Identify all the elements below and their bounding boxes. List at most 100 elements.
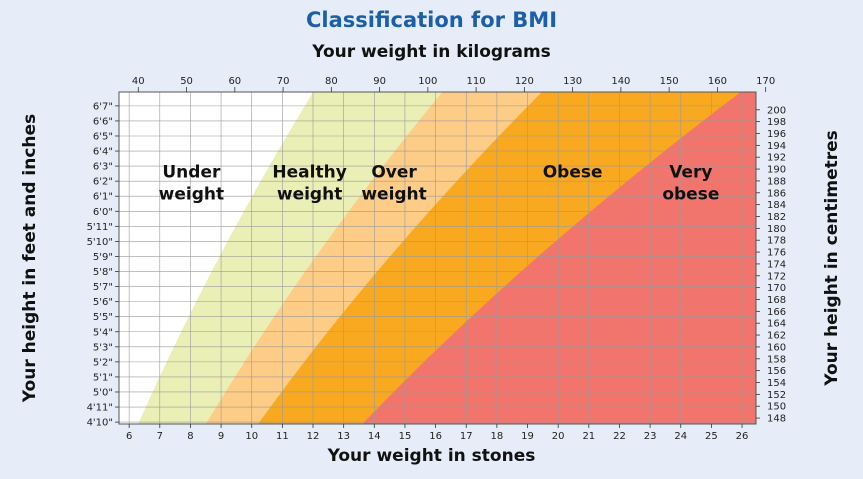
kg-tick-label: 40 (132, 76, 145, 87)
kg-tick-label: 140 (611, 76, 630, 87)
zone-very-obese (362, 92, 756, 424)
stone-tick-label: 17 (460, 431, 473, 442)
ftin-tick-label: 5'7" (93, 282, 113, 293)
stone-tick-label: 26 (736, 431, 749, 442)
ftin-tick-label: 6'4" (93, 147, 113, 158)
kg-tick-label: 80 (325, 76, 338, 87)
kg-tick-label: 100 (418, 76, 437, 87)
ftin-tick-label: 5'4" (93, 327, 113, 338)
cm-tick-label: 150 (767, 402, 786, 413)
kg-tick-label: 120 (515, 76, 534, 87)
cm-tick-label: 192 (767, 153, 786, 164)
zone-label: Under (162, 162, 221, 182)
ftin-tick-label: 4'10" (87, 418, 113, 429)
ftin-tick-label: 4'11" (87, 403, 113, 414)
cm-tick-label: 184 (767, 200, 786, 211)
cm-tick-label: 152 (767, 390, 786, 401)
axis-ticks: 40 50 60 70 80 90 100 110 120 130 140 150 160 170 6 7 8 9… (87, 76, 787, 442)
cm-tick-label: 160 (767, 342, 786, 353)
cm-tick-label: 194 (767, 141, 786, 152)
cm-tick-label: 164 (767, 319, 786, 330)
stone-tick-label: 9 (218, 431, 224, 442)
cm-tick-label: 148 (767, 414, 786, 425)
cm-tick-label: 188 (767, 176, 786, 187)
kg-tick-label: 170 (756, 76, 775, 87)
cm-tick-label: 162 (767, 331, 786, 342)
zone-label: Healthy (272, 162, 346, 182)
kg-tick-label: 90 (373, 76, 386, 87)
cm-tick-label: 156 (767, 366, 786, 377)
stone-tick-label: 7 (157, 431, 163, 442)
cm-tick-label: 154 (767, 378, 786, 389)
stone-tick-label: 10 (245, 431, 258, 442)
stone-tick-label: 14 (368, 431, 381, 442)
stone-tick-label: 25 (705, 431, 718, 442)
ftin-tick-label: 5'3" (93, 342, 113, 353)
cm-tick-label: 198 (767, 117, 786, 128)
bmi-zones (119, 92, 756, 424)
zone-label: weight (361, 184, 426, 204)
ftin-tick-label: 5'6" (93, 297, 113, 308)
plot-border (118, 91, 757, 425)
stone-tick-label: 16 (429, 431, 442, 442)
ftin-tick-label: 5'2" (93, 357, 113, 368)
stone-tick-label: 6 (126, 431, 132, 442)
cm-tick-label: 178 (767, 236, 786, 247)
stone-tick-label: 12 (307, 431, 320, 442)
plot-frame (118, 91, 757, 425)
cm-tick-label: 166 (767, 307, 786, 318)
cm-tick-label: 200 (767, 105, 786, 116)
zone-label: Very (669, 162, 712, 182)
bottom-axis-label: Your weight in stones (327, 446, 536, 466)
zone-label: Obese (543, 162, 603, 182)
chart-title: Classification for BMI (305, 8, 558, 32)
ftin-tick-label: 6'0" (93, 207, 113, 218)
ftin-tick-label: 6'7" (93, 101, 113, 112)
ftin-tick-label: 5'8" (93, 267, 113, 278)
stone-tick-label: 8 (187, 431, 193, 442)
ftin-tick-label: 6'5" (93, 131, 113, 142)
cm-tick-label: 186 (767, 188, 786, 199)
stone-tick-label: 23 (644, 431, 657, 442)
cm-tick-label: 158 (767, 354, 786, 365)
stone-tick-label: 19 (521, 431, 534, 442)
stone-tick-label: 24 (674, 431, 687, 442)
cm-tick-label: 174 (767, 259, 786, 270)
cm-tick-label: 170 (767, 283, 786, 294)
cm-tick-label: 172 (767, 271, 786, 282)
ftin-tick-label: 6'6" (93, 116, 113, 127)
stone-tick-label: 11 (276, 431, 289, 442)
kg-tick-label: 160 (708, 76, 727, 87)
stone-tick-label: 20 (552, 431, 565, 442)
cm-tick-label: 168 (767, 295, 786, 306)
ftin-tick-label: 6'2" (93, 177, 113, 188)
top-axis-label: Your weight in kilograms (312, 42, 551, 62)
ftin-tick-label: 5'10" (87, 237, 113, 248)
stone-tick-label: 22 (613, 431, 626, 442)
ftin-tick-label: 6'3" (93, 162, 113, 173)
kg-tick-label: 110 (467, 76, 486, 87)
kg-tick-label: 70 (277, 76, 290, 87)
ftin-tick-label: 5'0" (93, 387, 113, 398)
stone-tick-label: 18 (491, 431, 504, 442)
kg-tick-label: 150 (660, 76, 679, 87)
zone-label: Over (371, 162, 417, 182)
kg-tick-label: 60 (228, 76, 241, 87)
zone-label: weight (277, 184, 342, 204)
ftin-tick-label: 5'5" (93, 312, 113, 323)
zone-label: weight (159, 184, 224, 204)
ftin-tick-label: 6'1" (93, 192, 113, 203)
cm-tick-label: 176 (767, 248, 786, 259)
ftin-tick-label: 5'11" (87, 222, 113, 233)
ftin-tick-label: 5'1" (93, 372, 113, 383)
stone-tick-label: 13 (337, 431, 350, 442)
ftin-tick-label: 5'9" (93, 252, 113, 263)
cm-tick-label: 190 (767, 165, 786, 176)
cm-tick-label: 180 (767, 224, 786, 235)
zone-label: obese (662, 184, 719, 204)
kg-tick-label: 130 (563, 76, 582, 87)
kg-tick-label: 50 (180, 76, 193, 87)
stone-tick-label: 15 (399, 431, 412, 442)
